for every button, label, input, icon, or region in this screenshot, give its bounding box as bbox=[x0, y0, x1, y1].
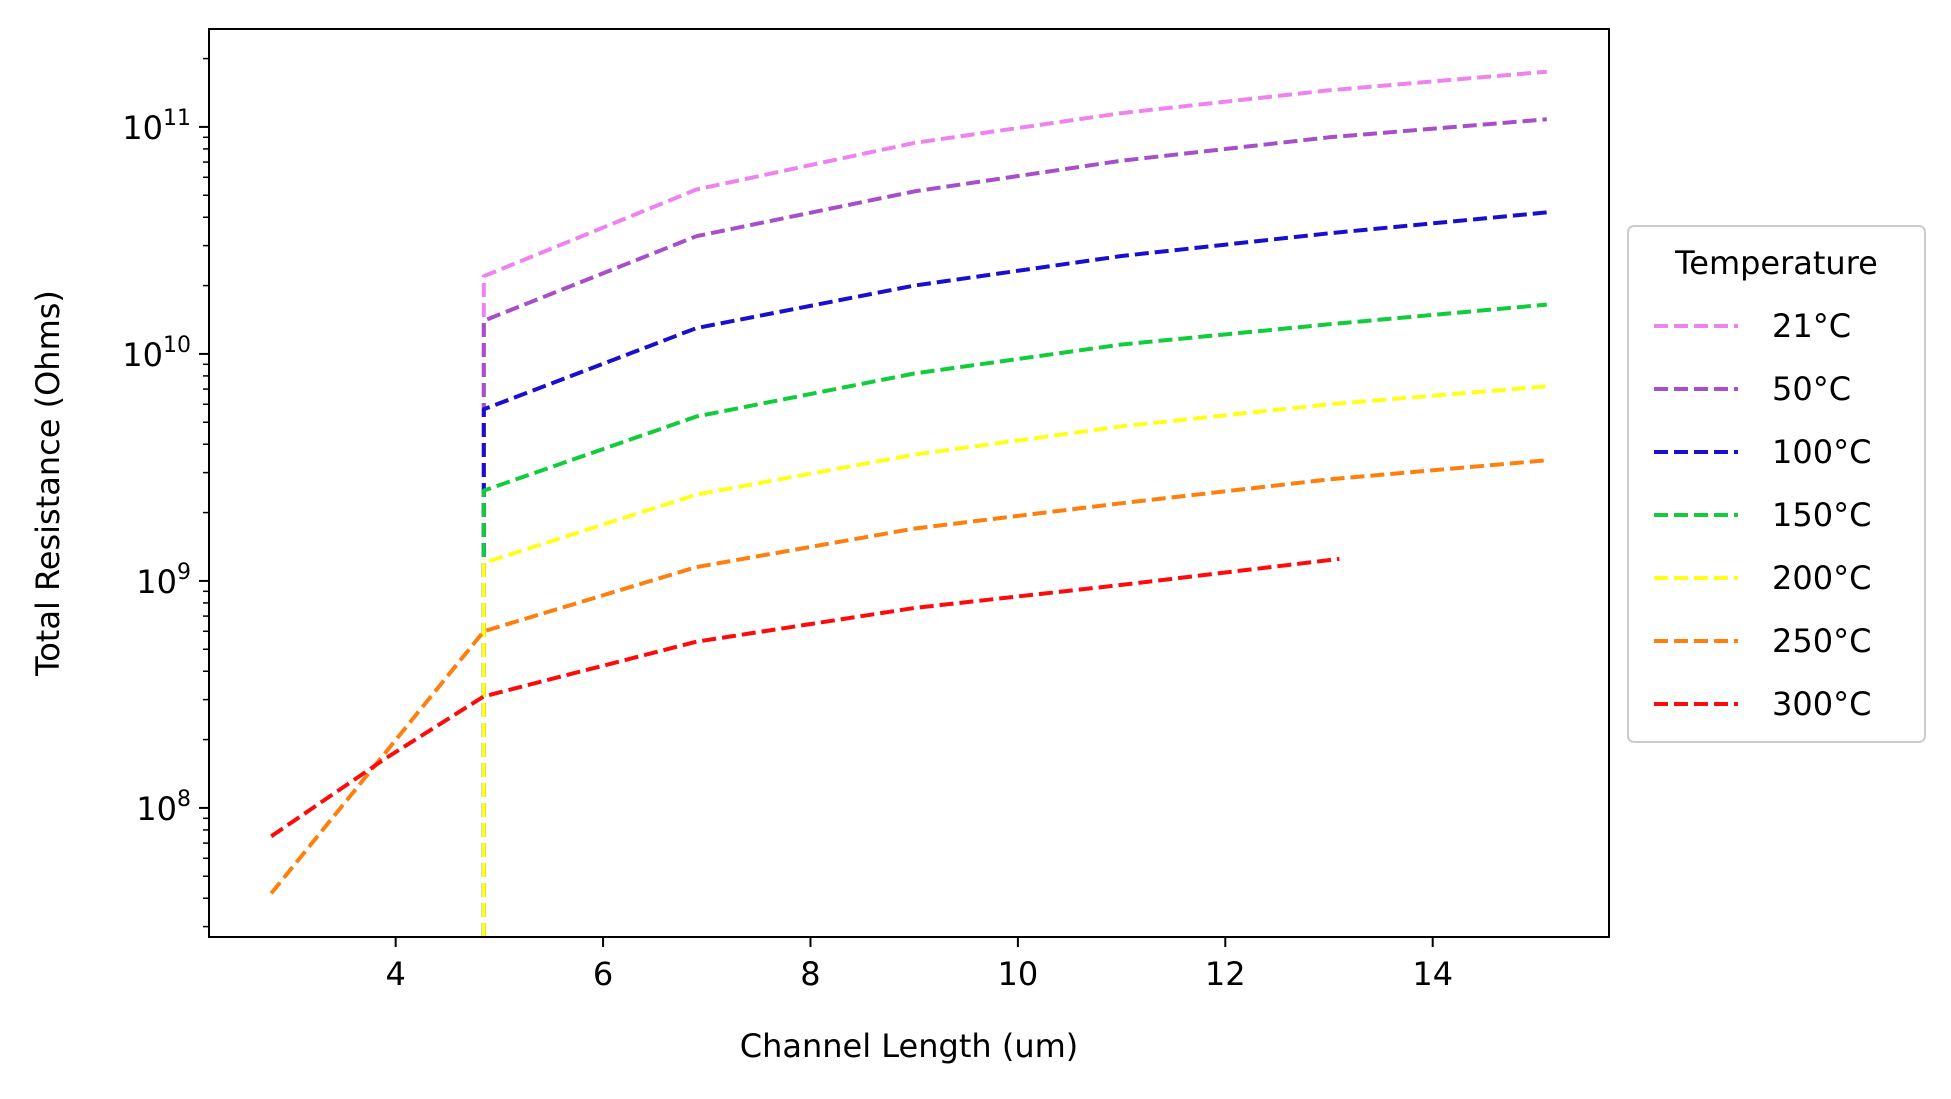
y-tick-label: 108 bbox=[136, 787, 191, 828]
series-line-50CC bbox=[481, 117, 1547, 937]
legend-label: 300°C bbox=[1772, 685, 1871, 723]
legend: Temperature 21°C 50°C 100°C 150°C 200°C 250°C 3… bbox=[1627, 225, 1926, 743]
series-line-21CC bbox=[481, 69, 1547, 937]
y-tick-label: 1011 bbox=[122, 106, 191, 147]
series-group bbox=[269, 69, 1547, 937]
legend-label: 150°C bbox=[1772, 496, 1871, 534]
legend-box bbox=[1627, 225, 1926, 743]
legend-label: 100°C bbox=[1772, 433, 1871, 471]
series-line-150CC bbox=[481, 302, 1547, 937]
x-tick-label: 12 bbox=[1205, 955, 1246, 993]
legend-label: 250°C bbox=[1772, 622, 1871, 660]
series-line-250CC bbox=[269, 458, 1547, 895]
x-tick-label: 10 bbox=[998, 955, 1039, 993]
x-tick-label: 4 bbox=[385, 955, 405, 993]
legend-label: 200°C bbox=[1772, 559, 1871, 597]
series-line-100CC bbox=[481, 210, 1547, 937]
series-line-200CC bbox=[481, 384, 1547, 937]
legend-label: 50°C bbox=[1772, 370, 1851, 408]
series-line-300CC bbox=[270, 556, 1340, 838]
x-tick-label: 6 bbox=[593, 955, 613, 993]
x-axis-label: Channel Length (um) bbox=[740, 1027, 1079, 1065]
plot-frame bbox=[208, 28, 1610, 938]
x-tick-label: 8 bbox=[800, 955, 820, 993]
y-tick-label: 109 bbox=[136, 560, 191, 601]
legend-title: Temperature bbox=[1674, 244, 1878, 282]
legend-label: 21°C bbox=[1772, 307, 1851, 345]
y-tick-label: 1010 bbox=[122, 333, 191, 374]
x-tick-label: 14 bbox=[1412, 955, 1453, 993]
y-axis-label: Total Resistance (Ohms) bbox=[29, 290, 67, 677]
